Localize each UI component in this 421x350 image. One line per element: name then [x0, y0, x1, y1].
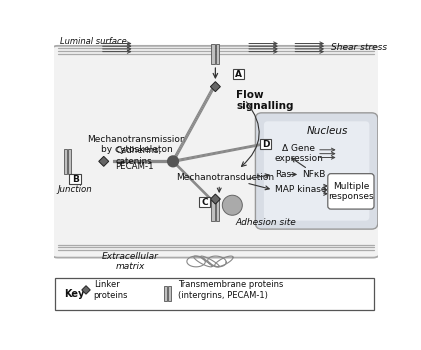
FancyBboxPatch shape	[328, 174, 374, 209]
Bar	[211, 198, 215, 222]
Polygon shape	[82, 286, 90, 294]
FancyBboxPatch shape	[55, 278, 374, 310]
Text: Δ Gene
expression: Δ Gene expression	[274, 144, 323, 163]
Bar	[64, 149, 67, 174]
Text: MAP kinases: MAP kinases	[274, 186, 331, 194]
Polygon shape	[99, 156, 109, 166]
FancyBboxPatch shape	[50, 46, 381, 258]
Text: Adhesion site: Adhesion site	[235, 218, 296, 227]
Text: Multiple
responses: Multiple responses	[328, 182, 374, 201]
Polygon shape	[210, 194, 220, 204]
Bar	[216, 44, 219, 64]
Text: B: B	[72, 175, 79, 183]
Circle shape	[168, 156, 179, 167]
Text: Luminal surface: Luminal surface	[60, 37, 127, 46]
Bar	[211, 44, 215, 64]
Text: Nucleus: Nucleus	[306, 126, 348, 135]
Bar	[168, 286, 171, 301]
Text: Key: Key	[64, 289, 85, 299]
Text: Mechanotransduction: Mechanotransduction	[176, 173, 274, 182]
FancyBboxPatch shape	[264, 121, 369, 220]
Text: Mechanotransmission
by cytoskeleton: Mechanotransmission by cytoskeleton	[88, 135, 186, 154]
Text: Cadherins,
catenins: Cadherins, catenins	[115, 146, 161, 166]
FancyBboxPatch shape	[69, 174, 81, 184]
FancyBboxPatch shape	[256, 113, 378, 229]
Text: Shear stress: Shear stress	[331, 43, 387, 52]
Bar	[164, 286, 167, 301]
Polygon shape	[210, 82, 220, 92]
Circle shape	[222, 195, 242, 215]
Text: C: C	[201, 198, 208, 206]
Text: A: A	[235, 70, 242, 79]
Text: PECAM-1: PECAM-1	[115, 162, 154, 171]
Text: Ras: Ras	[274, 170, 291, 179]
Text: NFκB: NFκB	[302, 170, 326, 179]
Text: Junction: Junction	[58, 186, 93, 194]
Bar	[68, 149, 71, 174]
Bar	[216, 198, 219, 222]
Text: Transmembrane proteins
(intergrins, PECAM-1): Transmembrane proteins (intergrins, PECA…	[179, 280, 284, 300]
Text: Flow
signalling: Flow signalling	[236, 90, 294, 111]
Text: Extracellular
matrix: Extracellular matrix	[102, 252, 159, 271]
FancyBboxPatch shape	[233, 69, 244, 79]
FancyBboxPatch shape	[260, 139, 271, 149]
Text: Linker
proteins: Linker proteins	[94, 280, 128, 300]
FancyBboxPatch shape	[199, 197, 210, 207]
Text: D: D	[262, 140, 269, 149]
